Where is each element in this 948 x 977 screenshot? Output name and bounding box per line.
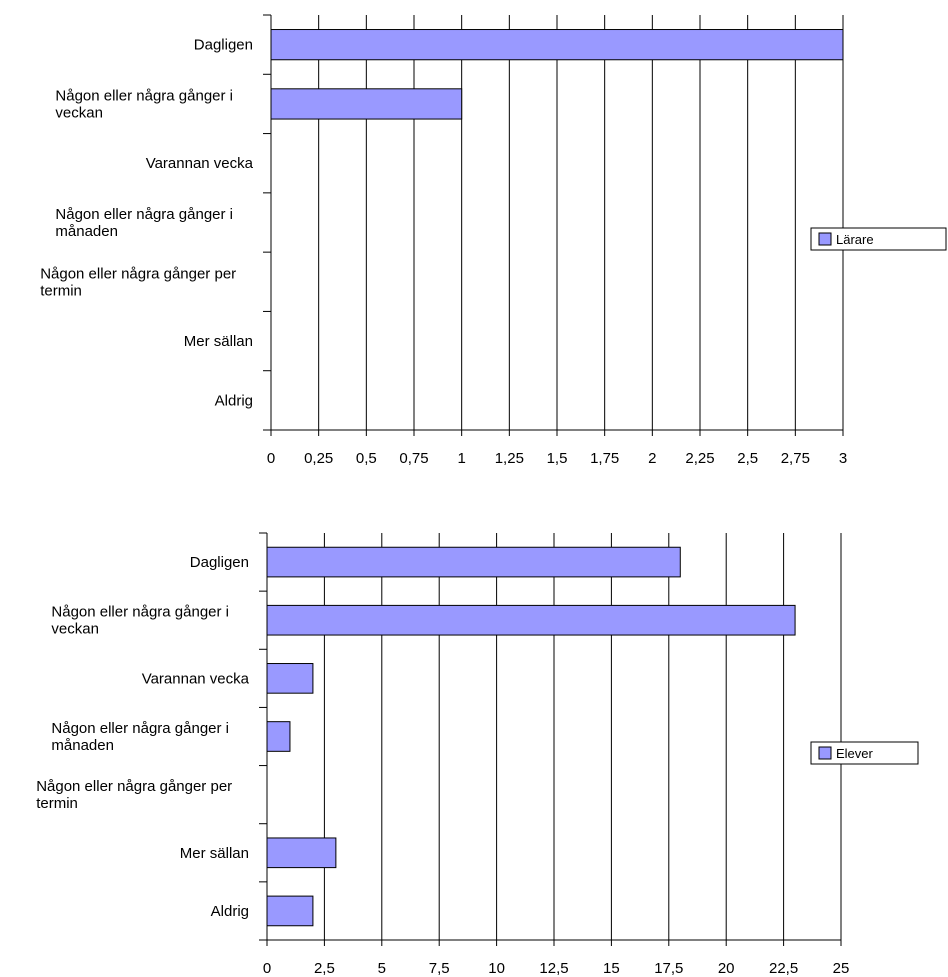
legend-label: Lärare	[836, 232, 874, 247]
legend-label: Elever	[836, 746, 874, 761]
chart-larare: 0 0,25 0,5 0,75 1 1,25 1,5 1,75 2 2,25 2,5 2,75 3 Dag…	[40, 14, 947, 467]
x-tick-label: 0	[263, 960, 271, 977]
bar	[270, 29, 844, 61]
x-tick-label: 2,75	[781, 450, 810, 467]
category-label: Någon eller några gånger i	[55, 206, 233, 223]
category-label: Någon eller några gånger i	[51, 604, 229, 621]
legend-swatch	[818, 746, 832, 760]
legend-swatch	[818, 232, 832, 246]
category-label: termin	[40, 282, 82, 299]
category-label: veckan	[55, 104, 103, 121]
category-label: Dagligen	[190, 554, 249, 571]
category-label: Dagligen	[194, 37, 253, 54]
category-label: Någon eller några gånger per	[36, 778, 232, 795]
bar	[266, 721, 291, 752]
category-label: Mer sällan	[184, 333, 253, 350]
bar	[266, 663, 314, 694]
category-label: Varannan vecka	[146, 155, 254, 172]
x-tick-label: 1,5	[547, 450, 568, 467]
x-tick-label: 7,5	[429, 960, 450, 977]
category-label: termin	[36, 795, 78, 812]
bar	[266, 837, 337, 869]
category-label: Någon eller några gånger i	[51, 720, 229, 737]
category-label: Någon eller några gånger i	[55, 87, 233, 104]
category-label: månaden	[55, 223, 118, 240]
category-label: Varannan vecka	[142, 670, 250, 687]
x-tick-label: 3	[839, 450, 847, 467]
x-tick-label: 0,75	[399, 450, 428, 467]
x-tick-label: 25	[833, 960, 850, 977]
category-label: månaden	[51, 737, 114, 754]
x-tick-label: 2,25	[685, 450, 714, 467]
x-tick-label: 17,5	[654, 960, 683, 977]
category-label: Någon eller några gånger per	[40, 265, 236, 282]
x-tick-label: 2	[648, 450, 656, 467]
category-label: veckan	[51, 621, 99, 638]
category-label: Aldrig	[211, 903, 249, 920]
bar	[266, 604, 796, 636]
bar	[266, 546, 681, 578]
chart-elever: 0 2,5 5 7,5 10 12,5 15 17,5 20 22,5 25 Dagligen Någo…	[36, 532, 919, 977]
x-tick-label: 22,5	[769, 960, 798, 977]
x-tick-label: 1	[457, 450, 465, 467]
x-tick-label: 2,5	[737, 450, 758, 467]
legend-box	[810, 741, 919, 765]
x-tick-label: 2,5	[314, 960, 335, 977]
bar	[266, 895, 314, 927]
bar	[270, 88, 463, 120]
x-tick-label: 0,25	[304, 450, 333, 467]
x-tick-label: 10	[488, 960, 505, 977]
x-tick-label: 20	[718, 960, 735, 977]
category-label: Aldrig	[215, 392, 253, 409]
x-tick-label: 0,5	[356, 450, 377, 467]
x-tick-label: 1,75	[590, 450, 619, 467]
x-tick-label: 15	[603, 960, 620, 977]
x-tick-label: 0	[267, 450, 275, 467]
x-tick-label: 1,25	[495, 450, 524, 467]
x-tick-label: 12,5	[539, 960, 568, 977]
x-tick-label: 5	[378, 960, 386, 977]
legend-box	[810, 227, 947, 251]
category-label: Mer sällan	[180, 845, 249, 862]
